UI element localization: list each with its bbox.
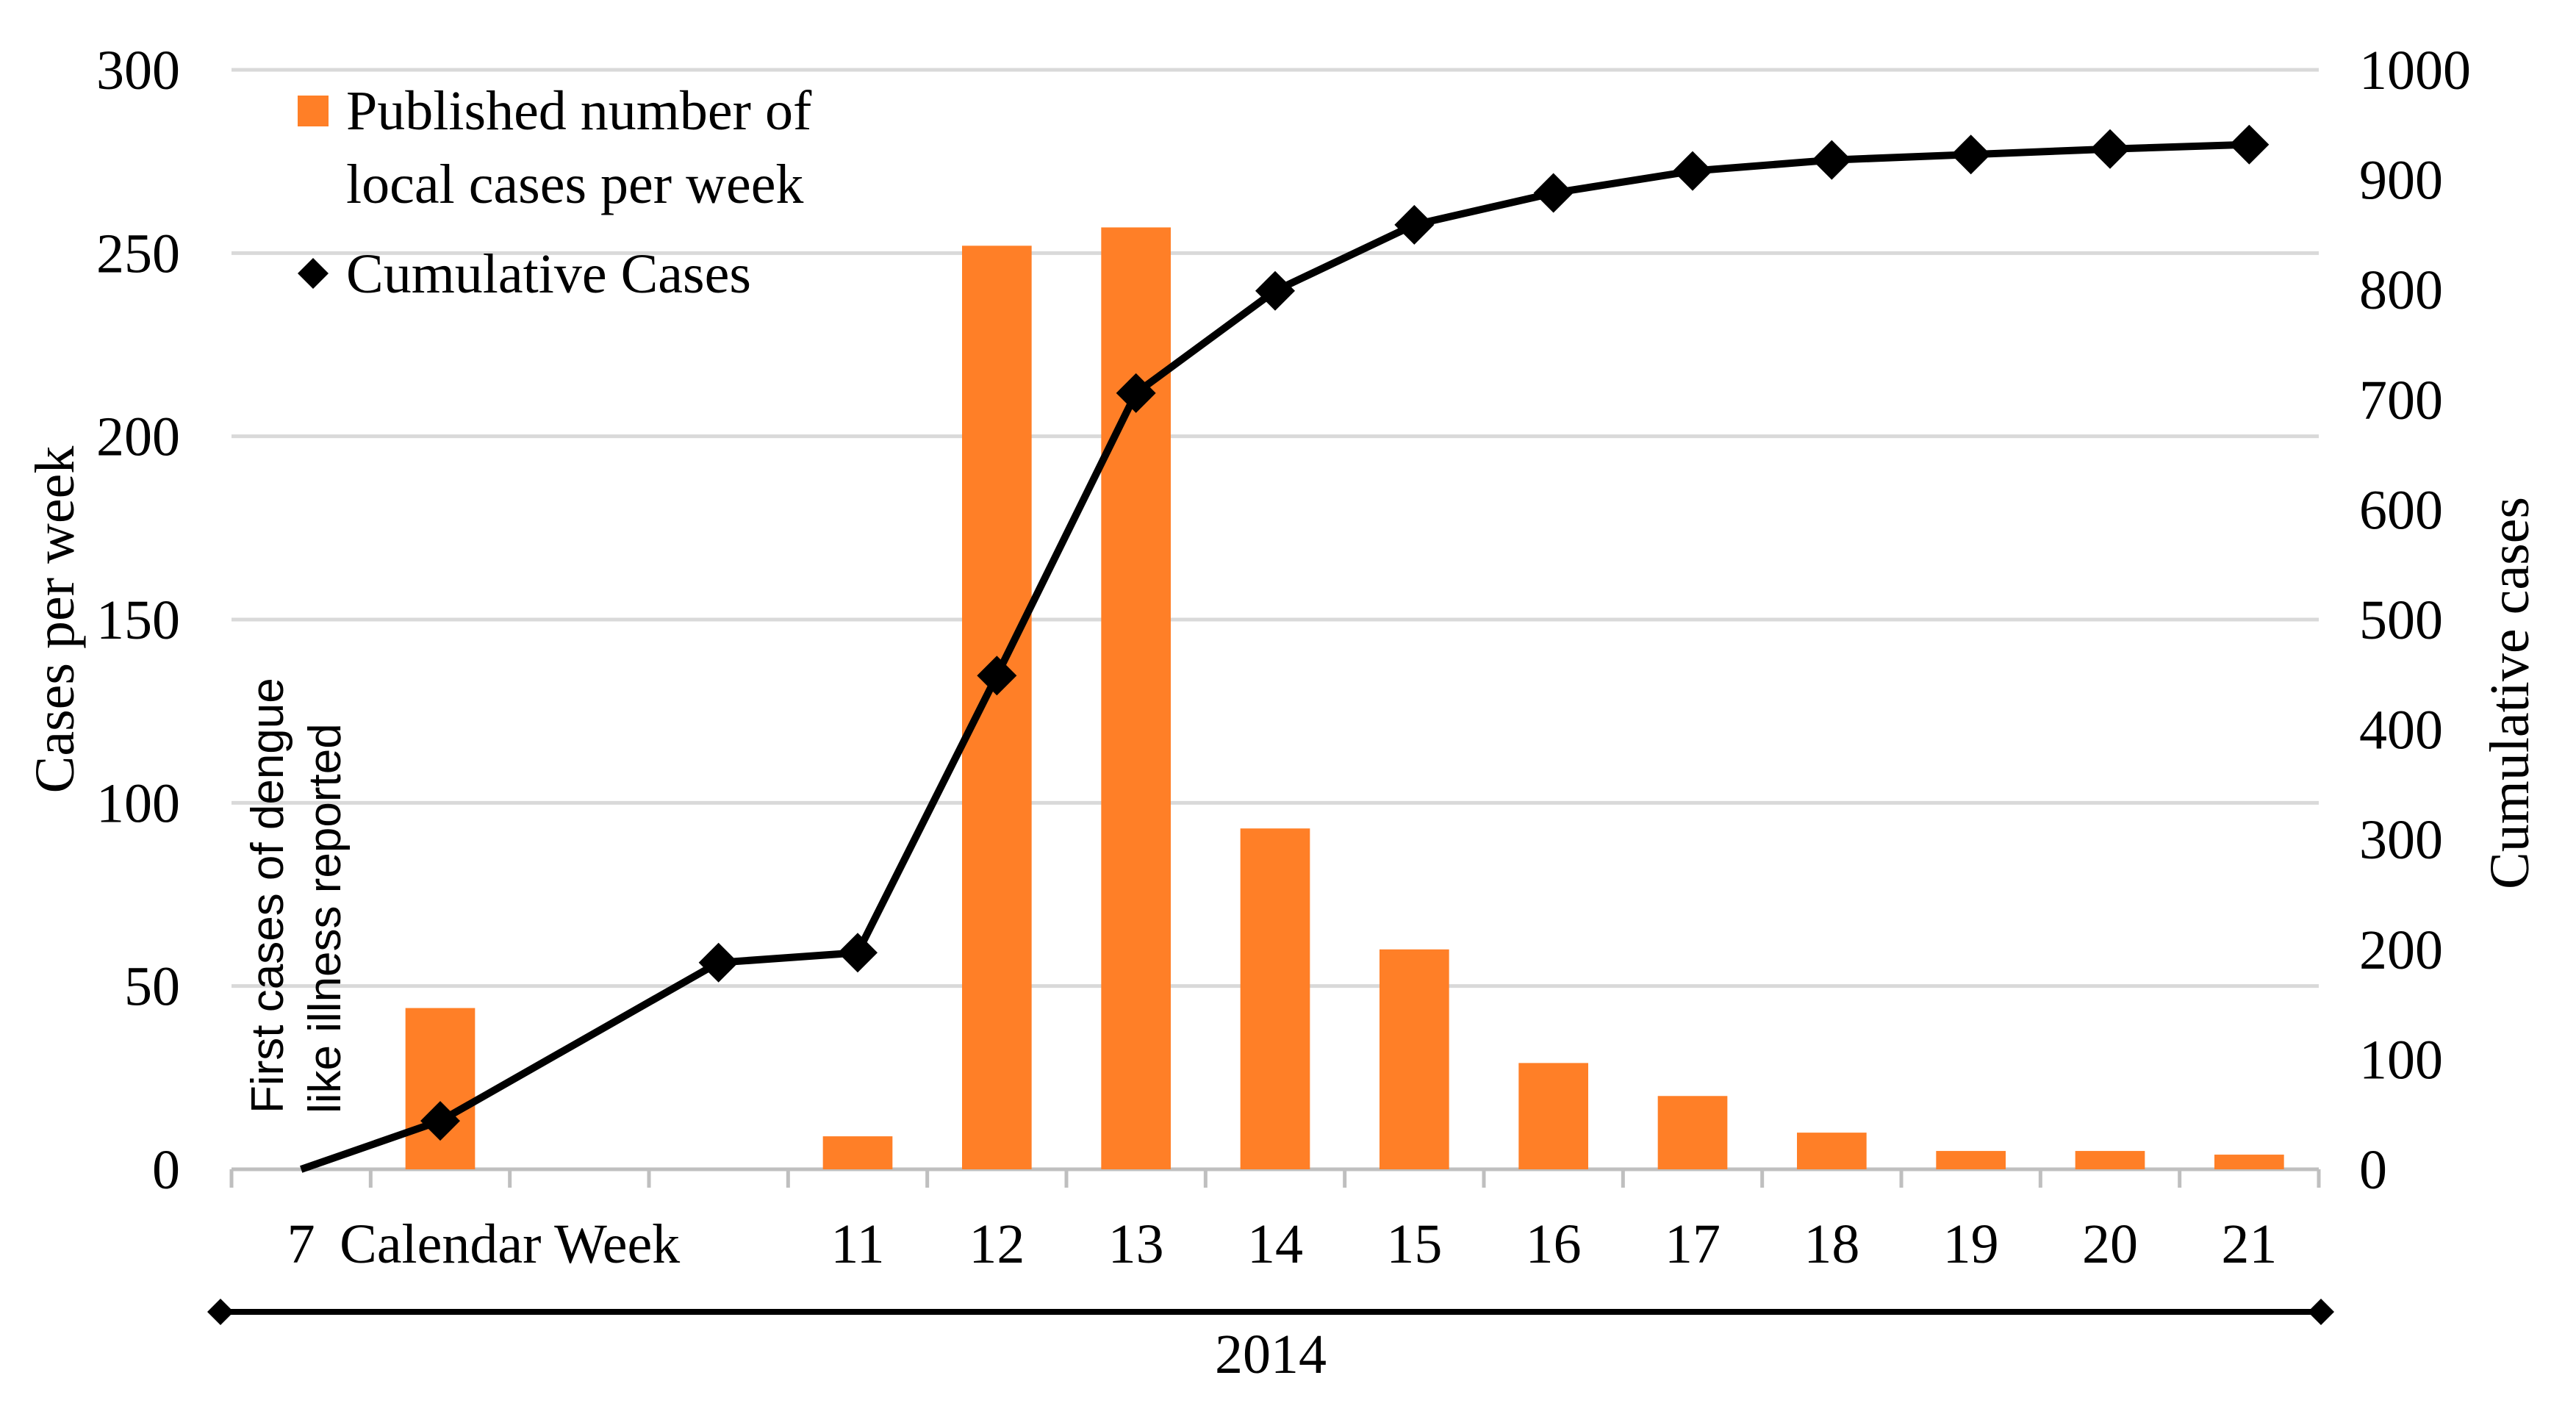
x-tick-label: 11 [830,1213,884,1275]
cumulative-point [2229,124,2270,165]
y2-tick-label: 200 [2359,919,2443,981]
year-label: 2014 [1215,1324,1327,1385]
bar [2075,1151,2145,1169]
bar [1797,1133,1867,1169]
cumulative-point [1116,373,1156,413]
legend-label: Cumulative Cases [346,243,751,305]
bar [2214,1155,2284,1169]
y-tick-label: 50 [124,956,180,1018]
y2-tick-label: 1000 [2359,40,2471,101]
cumulative-point [698,942,739,983]
bar [1657,1096,1728,1169]
y2-tick-label: 600 [2359,479,2443,541]
y-tick-label: 150 [96,589,180,651]
x-tick-label: 15 [1386,1213,1442,1275]
y-tick-label: 300 [96,40,180,101]
y-axis-title: Cases per week [24,446,86,794]
year-bracket-end [207,1299,234,1325]
annotation-line: like illness reported [300,723,351,1113]
bar [1380,949,1449,1169]
x-tick-label: 12 [969,1213,1025,1275]
year-bracket-end [2308,1299,2334,1325]
x-tick-label: 13 [1108,1213,1164,1275]
y2-tick-label: 900 [2359,150,2443,212]
y-tick-label: 100 [96,772,180,834]
cumulative-point [1951,134,1991,175]
y2-tick-label: 400 [2359,700,2443,761]
cumulative-point [977,656,1017,696]
annotation-line: First cases of dengue [243,678,293,1113]
cumulative-point [2090,129,2130,169]
x-tick-label: 7 [287,1213,315,1275]
x-tick-label: 18 [1804,1213,1859,1275]
y-tick-label: 250 [96,223,180,284]
legend-swatch-line [298,258,329,289]
bar [405,1008,476,1169]
bar [1101,227,1171,1170]
y2-axis-title: Cumulative cases [2479,497,2541,889]
cumulative-point [1533,173,1574,213]
legend-label: local cases per week [346,154,803,215]
x-tick-label: Calendar Week [340,1213,680,1275]
x-tick-label: 14 [1247,1213,1303,1275]
y2-tick-label: 0 [2359,1139,2387,1201]
bar [822,1136,893,1169]
cumulative-point [838,933,878,973]
x-tick-label: 21 [2221,1213,2277,1275]
bar [1240,828,1310,1169]
cumulative-point [420,1101,460,1141]
cumulative-point [1812,140,1852,180]
legend-label: Published number of [346,80,812,142]
y2-tick-label: 800 [2359,259,2443,321]
bar [1936,1151,2006,1169]
y-tick-label: 200 [96,406,180,468]
cumulative-line [300,140,2250,1173]
cumulative-point [1255,270,1295,311]
legend-swatch-bar [298,96,329,126]
x-tick-label: 19 [1943,1213,1999,1275]
y2-tick-label: 700 [2359,370,2443,431]
x-tick-label: 17 [1665,1213,1721,1275]
x-tick-label: 20 [2082,1213,2138,1275]
y-tick-label: 0 [152,1139,180,1201]
x-tick-label: 16 [1526,1213,1582,1275]
bar [1518,1063,1588,1169]
y2-tick-label: 100 [2359,1029,2443,1091]
bar [962,245,1032,1169]
cumulative-point [1673,151,1712,191]
cumulative-point [1394,204,1435,245]
y2-tick-label: 500 [2359,589,2443,651]
y2-tick-label: 300 [2359,809,2443,871]
